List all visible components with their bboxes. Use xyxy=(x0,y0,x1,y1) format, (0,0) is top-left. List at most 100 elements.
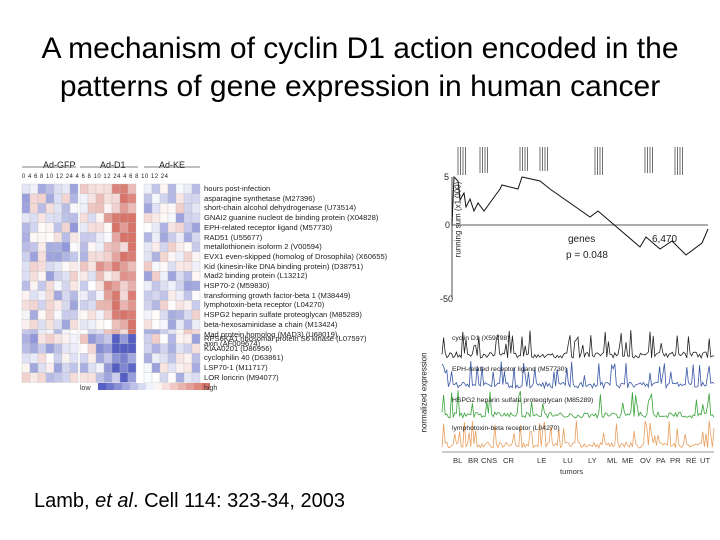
heatmap-cell xyxy=(183,183,193,194)
heatmap-cell xyxy=(69,261,79,272)
heatmap-cell xyxy=(29,271,39,282)
tumor-label-pr: PR xyxy=(670,456,681,465)
heatmap-cell xyxy=(119,372,129,383)
heatmap-cell xyxy=(37,183,47,194)
heatmap-cell xyxy=(95,300,105,311)
expr-series-1-label: EPH-related receptor ligand (M57730) xyxy=(452,366,567,373)
heatmap-cell xyxy=(29,362,39,373)
heatmap-cell xyxy=(87,212,97,223)
gene-label-top-10: HSP70-2 (M59830) xyxy=(204,281,270,291)
scale-swatch xyxy=(138,383,146,390)
heatmap-cell xyxy=(79,203,89,214)
heatmap-cell xyxy=(37,232,47,243)
heatmap-cell xyxy=(159,271,169,282)
heatmap-cell xyxy=(29,222,39,233)
heatmap-cell xyxy=(127,319,137,330)
heatmap-cell xyxy=(151,183,161,194)
gene-label-top-13: HSPG2 heparin sulfate proteoglycan (M852… xyxy=(204,310,362,320)
heatmap-cell xyxy=(167,222,177,233)
gene-label-top-4: EPH-related receptor ligand (M57730) xyxy=(204,222,333,232)
heatmap-cell xyxy=(79,300,89,311)
heatmap-cell xyxy=(167,271,177,282)
heatmap-cell xyxy=(111,193,121,204)
heatmap-timepoints: 0 4 6 8 10 12 24 4 6 8 10 12 24 4 6 8 10… xyxy=(22,174,169,180)
gene-label-top-6: metallothionein isoform 2 (V00594) xyxy=(204,242,322,252)
heatmap-cell xyxy=(159,212,169,223)
heatmap-cell xyxy=(191,261,201,272)
heatmap-cell xyxy=(175,280,185,291)
heatmap-cell xyxy=(53,242,63,253)
heatmap-cell xyxy=(119,232,129,243)
heatmap-cell xyxy=(159,232,169,243)
tumor-label-me: ME xyxy=(622,456,634,465)
heatmap-cell xyxy=(87,290,97,301)
heatmap-cell xyxy=(53,203,63,214)
heatmap-cell xyxy=(151,309,161,320)
heatmap-cell xyxy=(111,300,121,311)
heatmap-cell xyxy=(167,203,177,214)
heatmap-cell xyxy=(175,300,185,311)
heatmap-cell xyxy=(61,280,71,291)
heatmap-cell xyxy=(69,372,79,383)
heatmap-cell xyxy=(143,271,153,282)
heatmap-cell xyxy=(29,290,39,301)
heatmap-cell xyxy=(143,290,153,301)
heatmap-cell xyxy=(87,343,97,354)
heatmap-cell xyxy=(45,222,55,233)
heatmap-cell xyxy=(95,271,105,282)
heatmap-cell xyxy=(175,222,185,233)
heatmap-cell xyxy=(167,343,177,354)
heatmap-cell xyxy=(21,193,31,204)
heatmap-cell xyxy=(79,290,89,301)
heatmap-cell xyxy=(69,290,79,301)
heatmap-cell xyxy=(175,309,185,320)
gene-label-bottom-3: LSP70-1 (M11717) xyxy=(204,363,268,373)
heatmap-cell xyxy=(159,280,169,291)
heatmap-cell xyxy=(143,261,153,272)
heatmap-cell xyxy=(21,362,31,373)
heatmap-cell xyxy=(79,261,89,272)
scale-swatch xyxy=(130,383,138,390)
heatmap-cell xyxy=(87,280,97,291)
heatmap-cell xyxy=(167,362,177,373)
heatmap-cell xyxy=(175,343,185,354)
heatmap-cell xyxy=(61,271,71,282)
heatmap-cell xyxy=(69,212,79,223)
heatmap-cell xyxy=(87,261,97,272)
heatmap-cell xyxy=(37,271,47,282)
heatmap-cell xyxy=(21,280,31,291)
heatmap-cell xyxy=(175,362,185,373)
running-sum-pvalue: p = 0.048 xyxy=(566,250,608,261)
heatmap-cell xyxy=(143,300,153,311)
scale-swatch xyxy=(106,383,114,390)
heatmap-cell xyxy=(103,212,113,223)
heatmap-cell xyxy=(61,319,71,330)
heatmap-cell xyxy=(175,271,185,282)
heatmap-cell xyxy=(45,212,55,223)
heatmap-cell xyxy=(111,232,121,243)
heatmap-cell xyxy=(167,309,177,320)
heatmap-cell xyxy=(69,222,79,233)
heatmap-cell xyxy=(45,372,55,383)
heatmap-cell xyxy=(95,212,105,223)
heatmap-cell xyxy=(183,353,193,364)
heatmap-cell xyxy=(37,242,47,253)
heatmap-cell xyxy=(175,212,185,223)
expression-series-line xyxy=(441,420,715,450)
heatmap-cell xyxy=(87,372,97,383)
heatmap-cell xyxy=(159,319,169,330)
heatmap-cell xyxy=(79,183,89,194)
heatmap-figure xyxy=(21,166,210,390)
heatmap-cell xyxy=(127,212,137,223)
heatmap-cell xyxy=(45,362,55,373)
heatmap-cell xyxy=(143,232,153,243)
heatmap-cell xyxy=(53,353,63,364)
heatmap-cell xyxy=(159,193,169,204)
heatmap-cell xyxy=(37,333,47,344)
heatmap-cell xyxy=(61,203,71,214)
heatmap-cell xyxy=(183,242,193,253)
heatmap-cell xyxy=(159,183,169,194)
heatmap-cell xyxy=(183,232,193,243)
heatmap-cell xyxy=(21,212,31,223)
